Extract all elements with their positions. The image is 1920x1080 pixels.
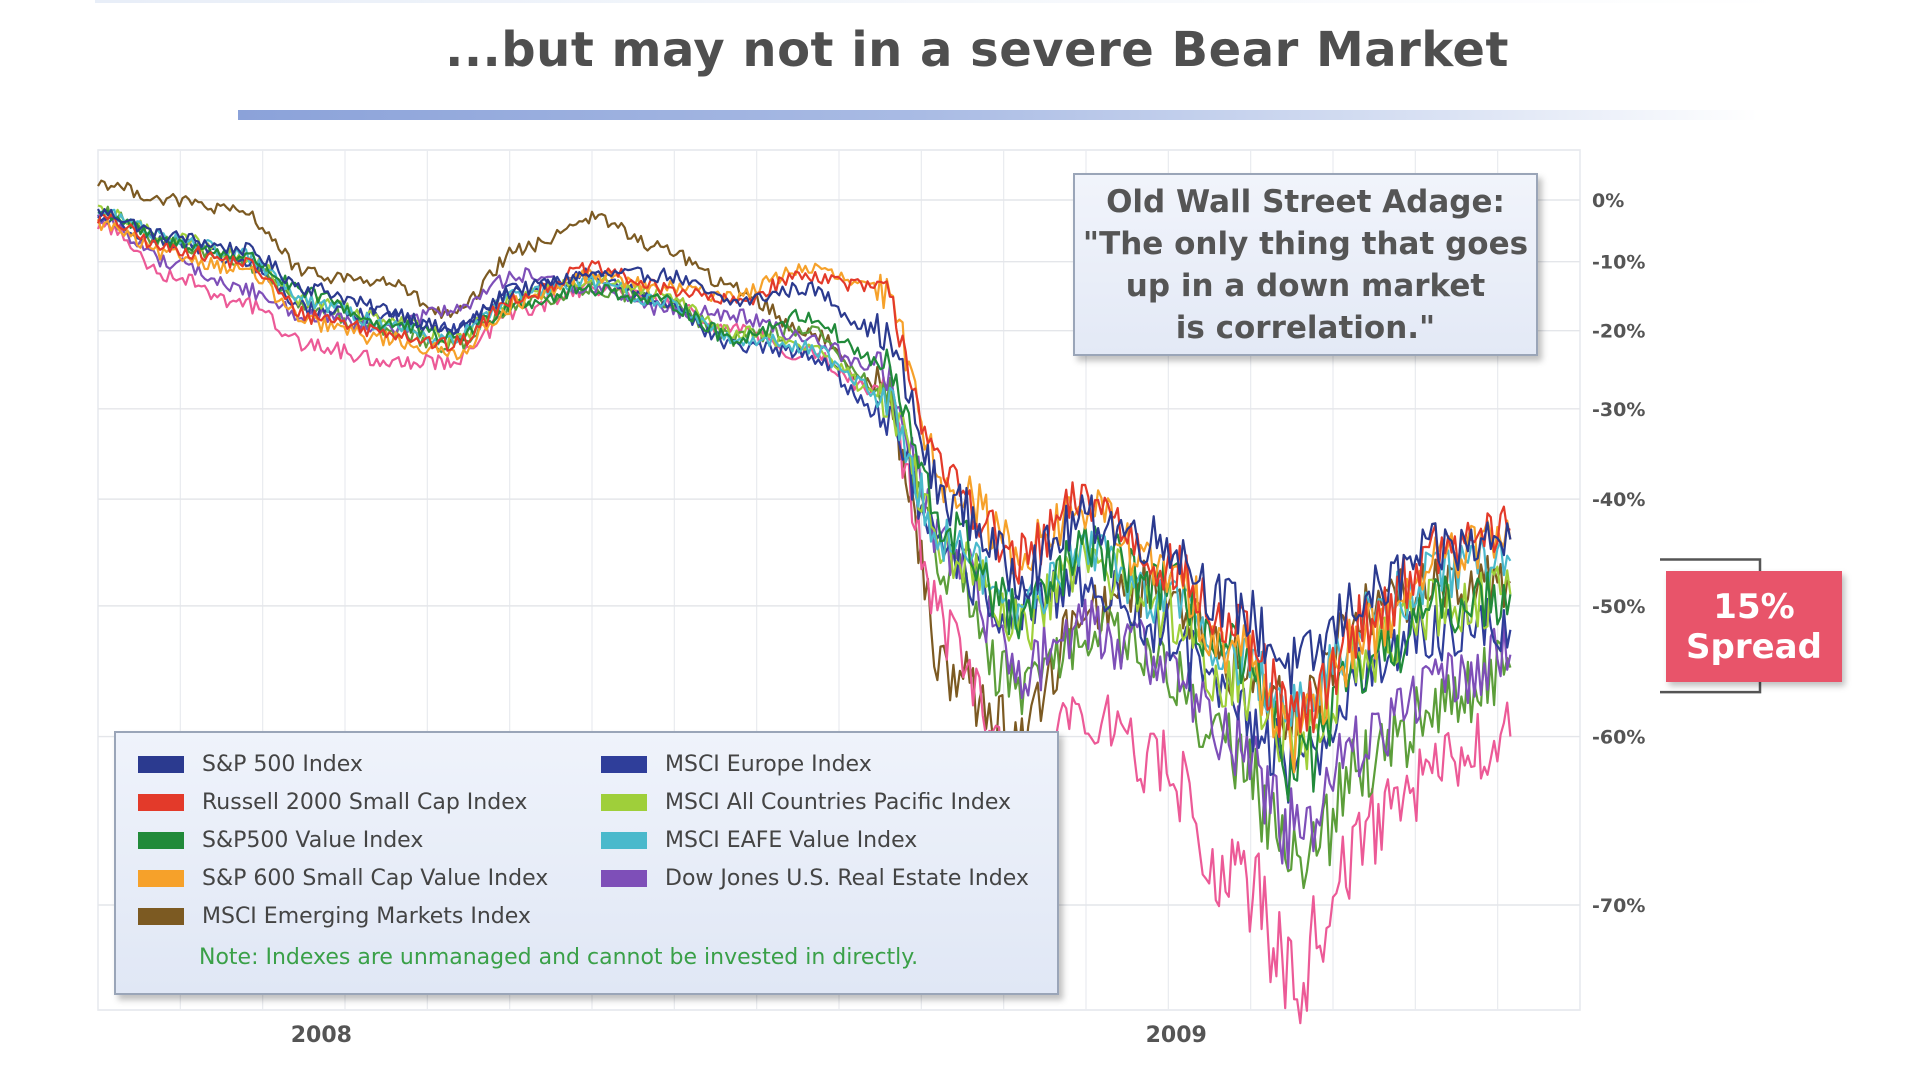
legend-swatch bbox=[601, 793, 647, 811]
legend-swatch bbox=[601, 755, 647, 773]
legend-label: MSCI All Countries Pacific Index bbox=[665, 789, 1012, 815]
legend-swatch bbox=[138, 755, 184, 773]
quote-text: Old Wall Street Adage: "The only thing t… bbox=[1082, 183, 1529, 346]
legend-swatch bbox=[138, 793, 184, 811]
y-tick-label: -50% bbox=[1592, 596, 1645, 618]
spread-badge: 15% Spread bbox=[1666, 571, 1842, 682]
series-line bbox=[96, 218, 1512, 774]
legend-swatch bbox=[138, 869, 184, 887]
legend: S&P 500 Index Russell 2000 Small Cap Inde… bbox=[114, 731, 1059, 995]
y-axis: 0% -10% -20% -30% -40% -50% -60% -70% bbox=[1592, 190, 1645, 917]
legend-swatch bbox=[601, 831, 647, 849]
series-line bbox=[96, 212, 1511, 738]
legend-item: Russell 2000 Small Cap Index bbox=[138, 787, 527, 817]
legend-swatch bbox=[138, 907, 184, 925]
legend-label: MSCI Europe Index bbox=[665, 751, 872, 777]
page-title: ...but may not in a severe Bear Market bbox=[445, 22, 1509, 78]
legend-note: Note: Indexes are unmanaged and cannot b… bbox=[199, 945, 919, 970]
y-tick-label: -70% bbox=[1592, 895, 1645, 917]
title-underline bbox=[238, 110, 1758, 120]
quote-callout: Old Wall Street Adage: "The only thing t… bbox=[1073, 173, 1538, 356]
series-line bbox=[97, 208, 1512, 695]
y-tick-label: 0% bbox=[1592, 190, 1624, 212]
legend-item: MSCI All Countries Pacific Index bbox=[601, 787, 1011, 817]
series-line bbox=[97, 209, 1512, 802]
top-divider bbox=[95, 0, 1795, 3]
legend-item: S&P500 Value Index bbox=[138, 825, 423, 855]
legend-label: Russell 2000 Small Cap Index bbox=[202, 789, 528, 815]
legend-label: MSCI EAFE Value Index bbox=[665, 827, 918, 853]
y-tick-label: -10% bbox=[1592, 252, 1645, 274]
x-tick-label: 2008 bbox=[291, 1023, 352, 1048]
legend-swatch bbox=[601, 869, 647, 887]
y-tick-label: -30% bbox=[1592, 399, 1645, 421]
legend-item: S&P 600 Small Cap Value Index bbox=[138, 863, 548, 893]
y-tick-label: -20% bbox=[1592, 321, 1645, 343]
series-line bbox=[96, 219, 1512, 1025]
legend-item: MSCI Emerging Markets Index bbox=[138, 901, 531, 931]
legend-item: Dow Jones U.S. Real Estate Index bbox=[601, 863, 1029, 893]
series-line bbox=[97, 179, 1512, 764]
series-lines bbox=[96, 179, 1512, 1025]
legend-item: MSCI Europe Index bbox=[601, 749, 872, 779]
legend-label: S&P 500 Index bbox=[202, 751, 363, 777]
legend-item: S&P 500 Index bbox=[138, 749, 363, 779]
legend-label: S&P 600 Small Cap Value Index bbox=[202, 865, 549, 891]
x-tick-label: 2009 bbox=[1146, 1023, 1207, 1048]
legend-swatch bbox=[138, 831, 184, 849]
legend-item: MSCI EAFE Value Index bbox=[601, 825, 917, 855]
legend-label: S&P500 Value Index bbox=[202, 827, 424, 853]
y-tick-label: -60% bbox=[1592, 727, 1645, 749]
spread-label: 15% Spread bbox=[1686, 586, 1822, 667]
legend-label: Dow Jones U.S. Real Estate Index bbox=[665, 865, 1029, 891]
legend-label: MSCI Emerging Markets Index bbox=[202, 903, 531, 929]
x-axis: 2008 2009 bbox=[291, 1023, 1207, 1048]
series-line bbox=[97, 208, 1512, 727]
y-tick-label: -40% bbox=[1592, 489, 1645, 511]
